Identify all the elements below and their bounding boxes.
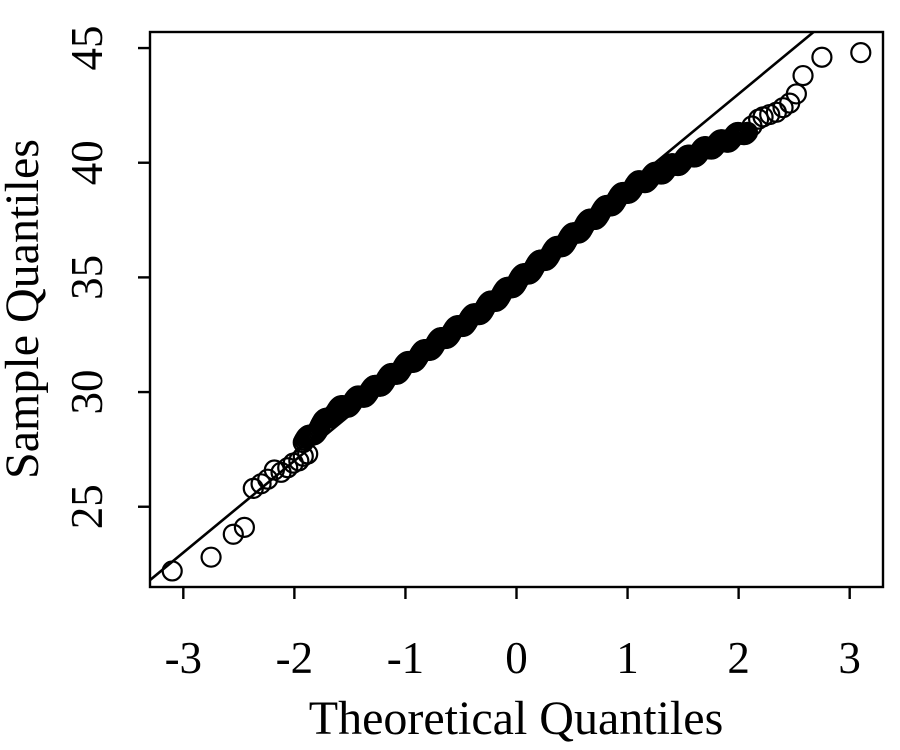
y-tick-label: 35 xyxy=(62,255,112,300)
y-tick-label: 25 xyxy=(62,484,112,529)
x-tick-label: 3 xyxy=(838,633,861,683)
data-point xyxy=(736,121,759,143)
data-point xyxy=(792,64,814,87)
x-tick-label: 2 xyxy=(727,633,750,683)
x-tick-label: 1 xyxy=(616,633,639,683)
data-point xyxy=(772,97,794,119)
x-axis: -3 -2 -1 0 1 2 3 xyxy=(165,587,861,683)
data-point xyxy=(277,457,299,479)
x-tick-label: -1 xyxy=(387,633,425,683)
x-tick-label: 0 xyxy=(505,633,528,683)
y-tick-label: 45 xyxy=(62,26,112,71)
y-axis: 25 30 35 40 45 xyxy=(62,26,150,529)
y-axis-label: Sample Quantiles xyxy=(0,139,49,479)
data-point xyxy=(765,101,787,123)
data-point xyxy=(785,83,807,105)
data-point xyxy=(850,42,872,64)
data-point xyxy=(200,546,222,568)
data-point xyxy=(811,46,833,68)
data-point xyxy=(161,560,183,582)
x-tick-label: -3 xyxy=(165,633,203,683)
x-tick-label: -2 xyxy=(276,633,314,683)
data-point xyxy=(250,473,272,495)
plot-area xyxy=(150,32,872,582)
y-tick-label: 30 xyxy=(62,370,112,415)
data-point xyxy=(233,516,256,538)
data-point xyxy=(222,523,244,545)
y-tick-label: 40 xyxy=(62,140,112,185)
x-axis-label: Theoretical Quantiles xyxy=(309,692,724,745)
